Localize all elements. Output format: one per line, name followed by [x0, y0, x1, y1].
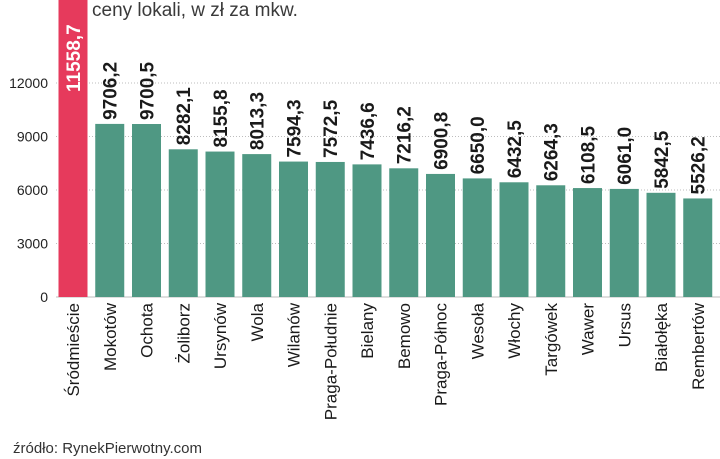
x-tick-label: Wesoła	[468, 302, 487, 359]
x-tick-label: Ursynów	[211, 302, 230, 369]
bar	[536, 185, 566, 297]
bar	[683, 198, 713, 297]
bar	[573, 188, 602, 297]
x-tick-label: Śródmieście	[64, 303, 83, 397]
x-tick-label: Żoliborz	[174, 303, 193, 363]
bar	[609, 188, 639, 297]
data-label: 6264,3	[542, 123, 563, 181]
data-label: 9700,5	[138, 61, 159, 120]
data-label: 6900,8	[432, 112, 453, 170]
bar	[426, 173, 455, 297]
x-tick-label: Targówek	[542, 303, 561, 376]
x-tick-label: Ursus	[615, 303, 634, 347]
x-tick-label: Białołęka	[652, 302, 671, 372]
data-label: 6650,0	[468, 116, 489, 174]
data-label: 6432,5	[505, 120, 526, 179]
data-label: 9706,2	[101, 62, 122, 120]
data-label: 6061,0	[615, 127, 636, 185]
bar	[205, 151, 235, 297]
chart-subtitle: ceny lokali, w zł za mkw.	[92, 0, 298, 21]
data-label: 8155,8	[211, 89, 232, 147]
bar	[499, 182, 529, 297]
x-tick-label: Mokotów	[101, 302, 120, 371]
data-label: 6108,5	[579, 126, 600, 185]
x-tick-label: Wola	[248, 302, 267, 341]
y-tick-label: 12000	[9, 75, 48, 91]
bar	[242, 154, 272, 297]
data-label: 5842,5	[652, 130, 673, 189]
bar	[95, 123, 125, 297]
bar	[58, 0, 88, 297]
y-tick-label: 3000	[17, 236, 48, 252]
x-tick-label: Rembertów	[689, 302, 708, 390]
x-tick-label: Praga-Południe	[321, 303, 340, 420]
x-tick-label: Włochy	[505, 303, 524, 359]
data-label: 11558,7	[64, 24, 85, 92]
data-label: 8013,3	[248, 92, 269, 150]
data-label: 8282,1	[174, 87, 195, 146]
y-tick-label: 9000	[17, 129, 48, 145]
bar	[132, 124, 161, 297]
bar	[389, 168, 419, 297]
data-label: 7594,3	[285, 99, 306, 157]
y-tick-label: 6000	[17, 182, 48, 198]
bar	[168, 149, 198, 297]
bar	[279, 161, 308, 297]
y-tick-label: 0	[40, 289, 48, 305]
data-label: 7216,2	[395, 106, 416, 164]
x-tick-label: Ochota	[138, 302, 157, 357]
x-tick-label: Wilanów	[285, 302, 304, 367]
bar	[646, 192, 676, 297]
x-tick-label: Praga-Północ	[432, 303, 451, 407]
x-tick-label: Bemowo	[395, 303, 414, 369]
data-label: 7572,5	[321, 99, 342, 158]
data-label: 7436,6	[358, 102, 379, 160]
bar	[352, 164, 382, 297]
bar	[315, 161, 345, 297]
x-tick-label: Bielany	[358, 303, 377, 359]
source-note: źródło: RynekPierwotny.com	[13, 440, 202, 457]
bar	[462, 178, 492, 297]
x-tick-label: Wawer	[579, 303, 598, 356]
data-label: 5526,2	[689, 136, 710, 194]
